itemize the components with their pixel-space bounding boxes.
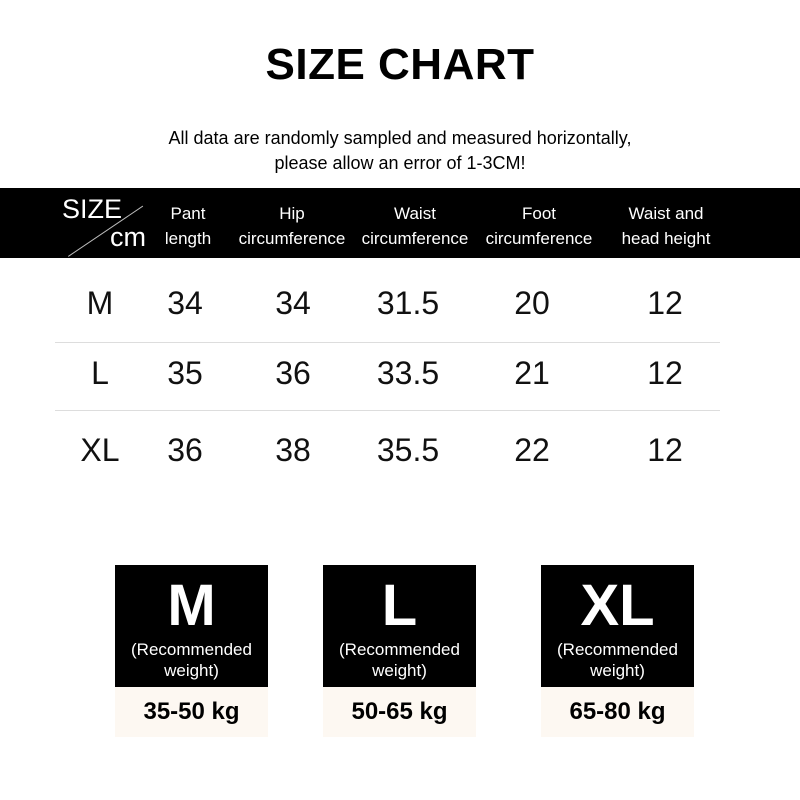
value-cell: 33.5 (376, 355, 440, 391)
note-line: please allow an error of 1-3CM! (274, 153, 526, 173)
value-cell: 35.5 (376, 432, 440, 468)
card-weight: 65-80 kg (541, 687, 694, 737)
card-label: (Recommended (131, 640, 252, 659)
weight-card: M (Recommended weight) 35-50 kg (115, 565, 268, 737)
weight-card: L (Recommended weight) 50-65 kg (323, 565, 476, 737)
value-cell: 20 (514, 285, 550, 321)
card-top: M (Recommended weight) (115, 565, 268, 687)
value-cell: 38 (275, 432, 311, 468)
value-cell: 35 (167, 355, 203, 391)
size-cell: XL (80, 432, 120, 468)
card-label: (Recommended (557, 640, 678, 659)
value-cell: 34 (275, 285, 311, 321)
card-top: L (Recommended weight) (323, 565, 476, 687)
value-cell: 12 (647, 285, 683, 321)
table-row: M 34 34 31.5 20 12 (0, 285, 800, 325)
column-header: Foot circumference (485, 204, 593, 248)
table-row: L 35 36 33.5 21 12 (0, 355, 800, 395)
weight-card: XL (Recommended weight) 65-80 kg (541, 565, 694, 737)
row-divider (55, 410, 720, 411)
value-cell: 36 (275, 355, 311, 391)
card-size: XL (580, 573, 655, 638)
table-row: XL 36 38 35.5 22 12 (0, 432, 800, 472)
page-title: SIZE CHART (265, 40, 535, 89)
card-weight: 35-50 kg (115, 687, 268, 737)
value-cell: 22 (514, 432, 550, 468)
value-cell: 12 (647, 432, 683, 468)
value-cell: 34 (167, 285, 203, 321)
value-cell: 12 (647, 355, 683, 391)
card-top: XL (Recommended weight) (541, 565, 694, 687)
value-cell: 31.5 (376, 285, 440, 321)
measurement-note: All data are randomly sampled and measur… (0, 126, 800, 176)
value-cell: 36 (167, 432, 203, 468)
size-cell: M (86, 285, 114, 321)
note-line: All data are randomly sampled and measur… (168, 128, 632, 148)
card-size: M (167, 573, 216, 638)
card-size: L (381, 573, 418, 638)
column-header: Waist and head height (621, 204, 711, 248)
table-header: SIZE cm Pant length Hip circumference Wais… (0, 188, 800, 258)
size-header: SIZE (62, 194, 123, 224)
card-weight: 50-65 kg (323, 687, 476, 737)
card-label: weight) (372, 661, 427, 680)
row-divider (55, 342, 720, 343)
column-header: Waist circumference (361, 204, 469, 248)
value-cell: 21 (514, 355, 550, 391)
card-label: (Recommended (339, 640, 460, 659)
card-label: weight) (590, 661, 645, 680)
column-header: Hip circumference (238, 204, 346, 248)
column-header: Pant length (164, 204, 212, 248)
size-cell: L (91, 355, 109, 391)
unit-header: cm (110, 222, 146, 252)
card-label: weight) (164, 661, 219, 680)
